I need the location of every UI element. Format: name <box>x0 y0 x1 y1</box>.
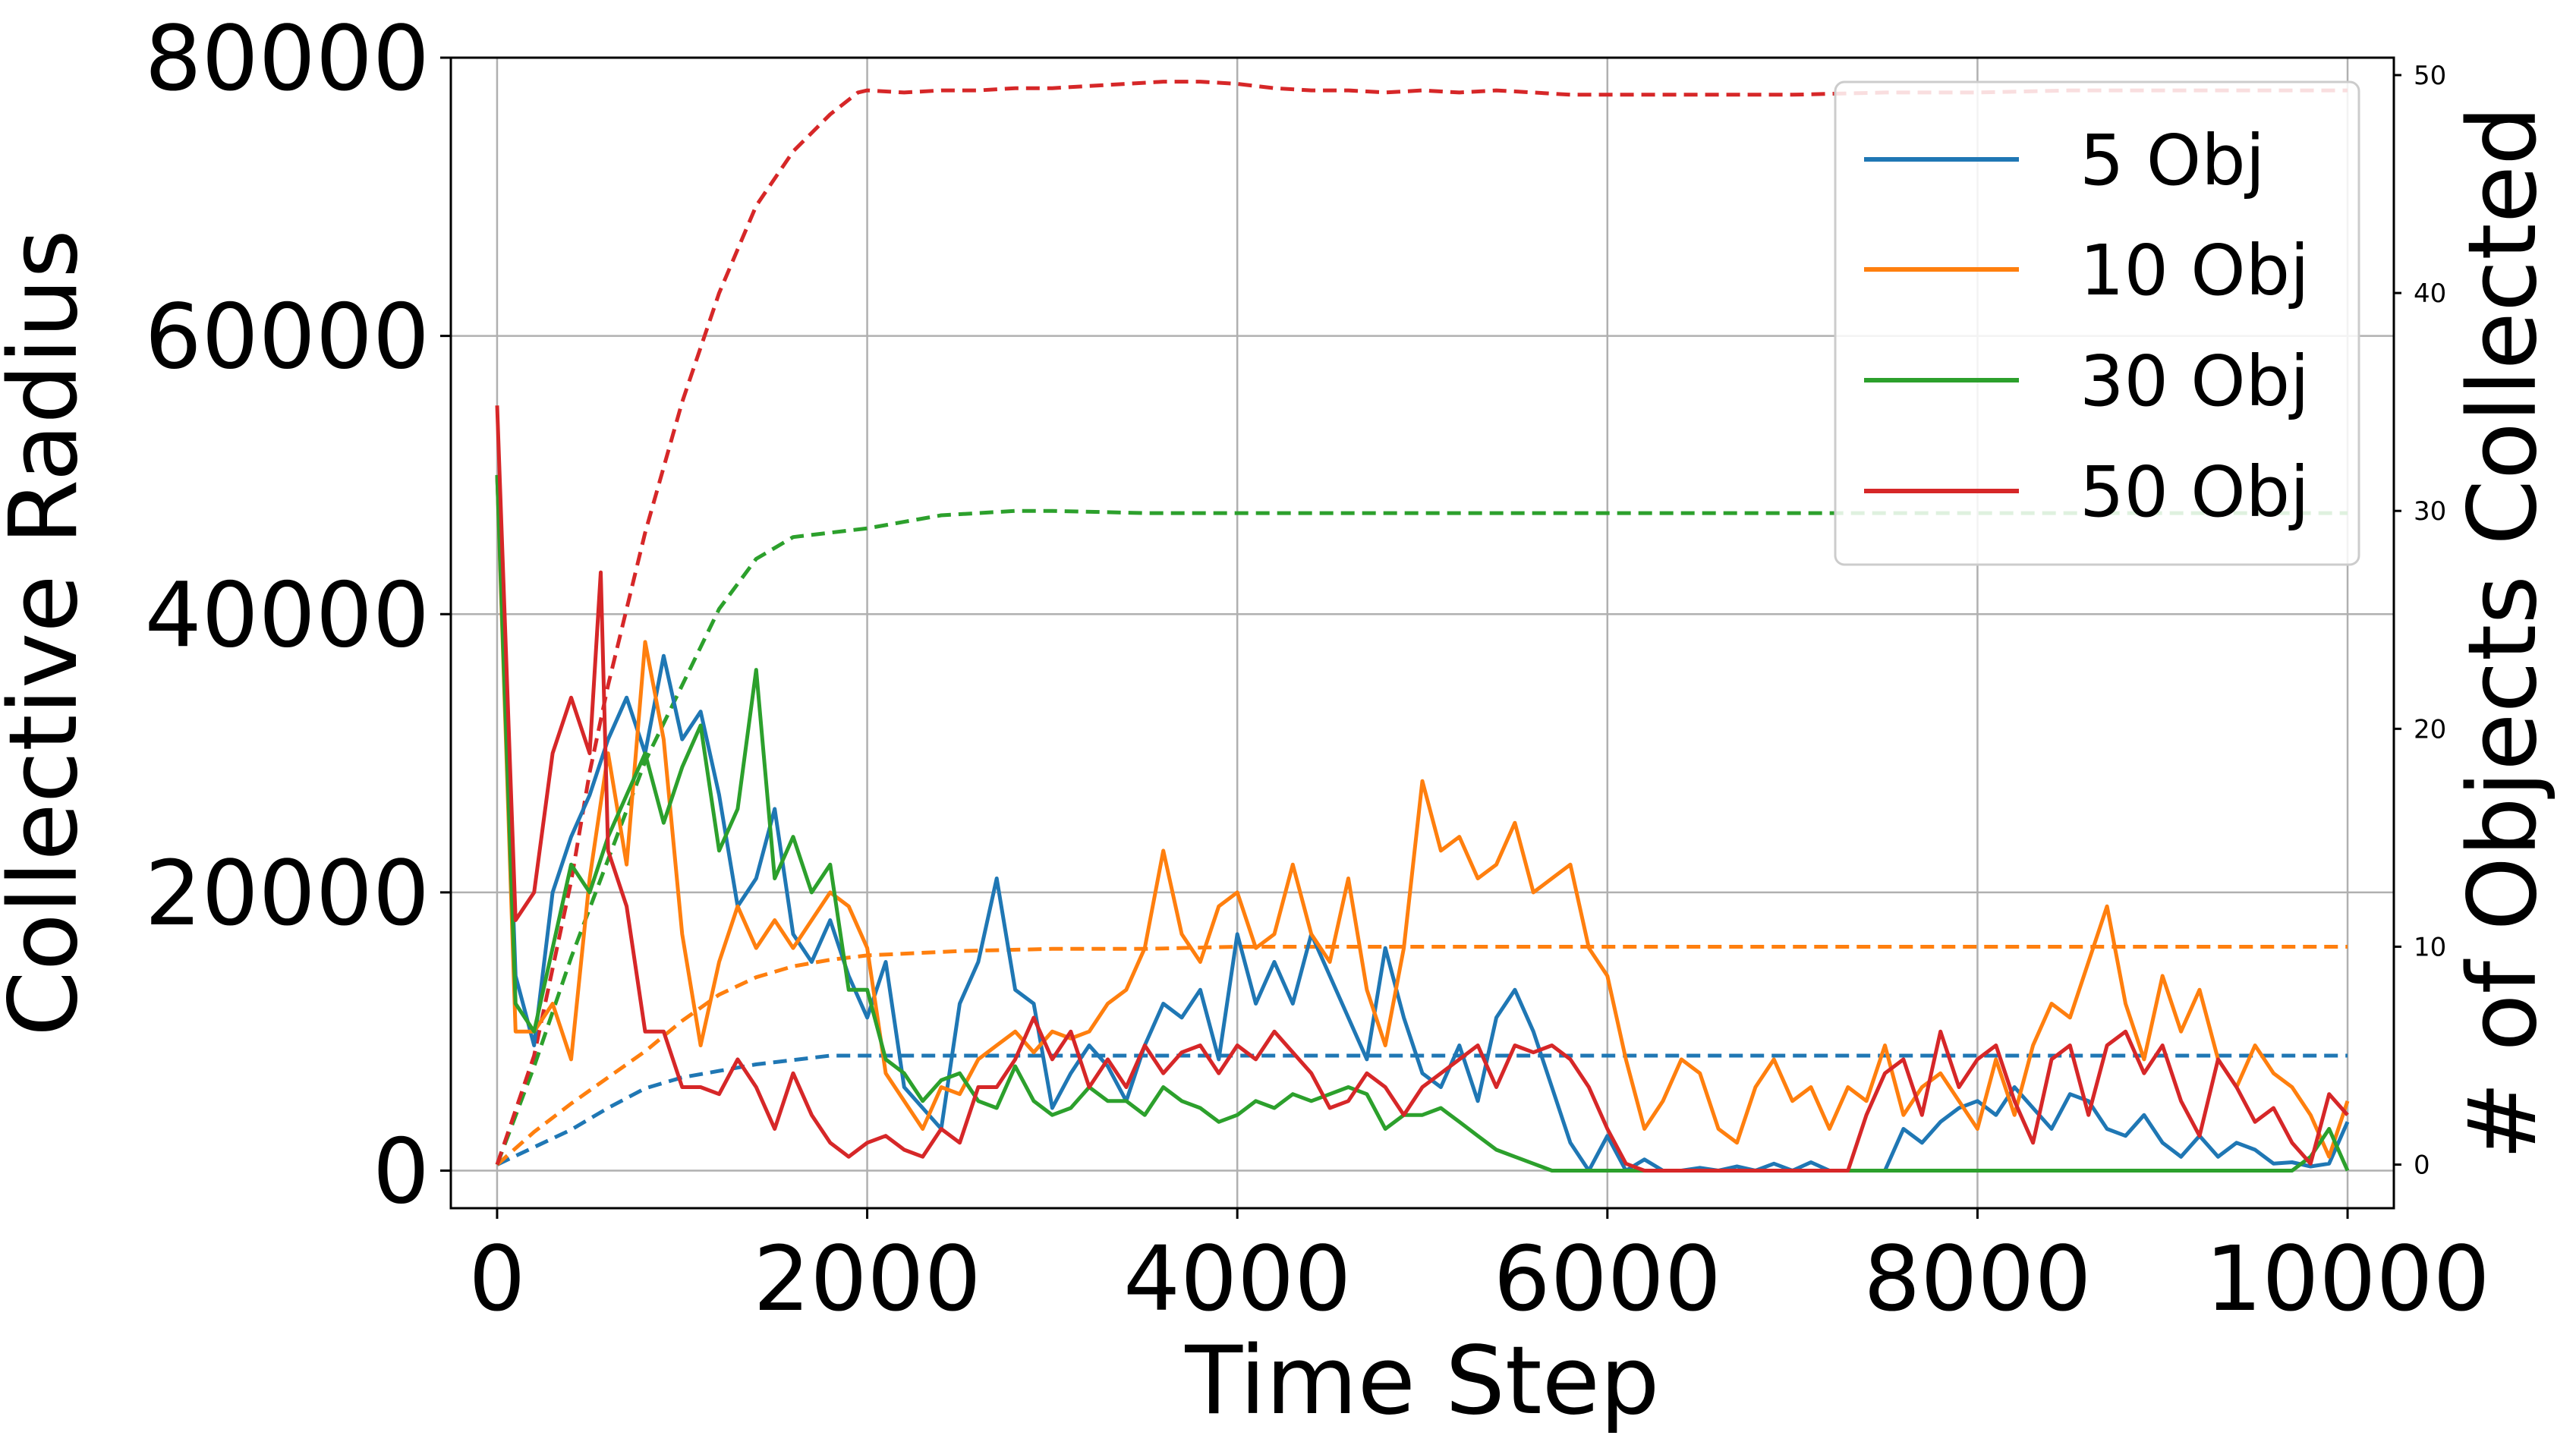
x-tick-label: 8000 <box>1863 1226 2091 1331</box>
right-y-axis-ticks: 0 10 20 30 40 50 <box>2394 61 2446 1181</box>
x-axis-label: Time Step <box>1184 1327 1659 1436</box>
right-y-tick-label: 30 <box>2414 496 2446 527</box>
right-y-axis-label: # of Objects Collected <box>2448 105 2558 1160</box>
x-tick-label: 4000 <box>1123 1226 1351 1331</box>
y-axis-label: Collective Radius <box>0 229 99 1037</box>
plot-frame <box>449 56 2395 1210</box>
legend-label-30-obj: 30 Obj <box>2080 341 2310 422</box>
x-tick-label: 0 <box>468 1226 525 1331</box>
x-tick-label: 10000 <box>2205 1226 2489 1331</box>
y-tick-label: 20000 <box>145 841 430 946</box>
x-tick-label: 6000 <box>1494 1226 1721 1331</box>
radius-line-30-obj <box>495 474 2350 1173</box>
y-axis-ticks: 0 20000 40000 60000 80000 <box>145 6 451 1224</box>
y-tick-label: 40000 <box>145 562 430 667</box>
y-tick-label: 60000 <box>145 285 430 389</box>
collected-line-50-obj <box>495 80 2348 1166</box>
right-y-tick-label: 10 <box>2414 932 2446 962</box>
legend-label-50-obj: 50 Obj <box>2080 452 2310 533</box>
legend-box <box>1834 80 2360 566</box>
legend-label-5-obj: 5 Obj <box>2080 120 2265 201</box>
y-tick-label: 80000 <box>145 6 430 111</box>
radius-line-10-obj <box>495 474 2350 1159</box>
right-y-tick-label: 40 <box>2414 279 2446 309</box>
y-tick-label: 0 <box>373 1119 430 1224</box>
right-y-tick-label: 0 <box>2414 1151 2430 1181</box>
legend: 5 Obj 10 Obj 30 Obj 50 Obj <box>1834 80 2360 566</box>
legend-label-10-obj: 10 Obj <box>2080 230 2310 311</box>
radius-line-50-obj <box>495 405 2349 1173</box>
x-axis-ticks: 0 2000 4000 6000 8000 10000 <box>468 1208 2490 1331</box>
right-y-tick-label: 50 <box>2414 61 2446 91</box>
right-y-tick-label: 20 <box>2414 714 2446 744</box>
x-tick-label: 2000 <box>753 1226 981 1331</box>
radius-lines <box>495 405 2350 1173</box>
